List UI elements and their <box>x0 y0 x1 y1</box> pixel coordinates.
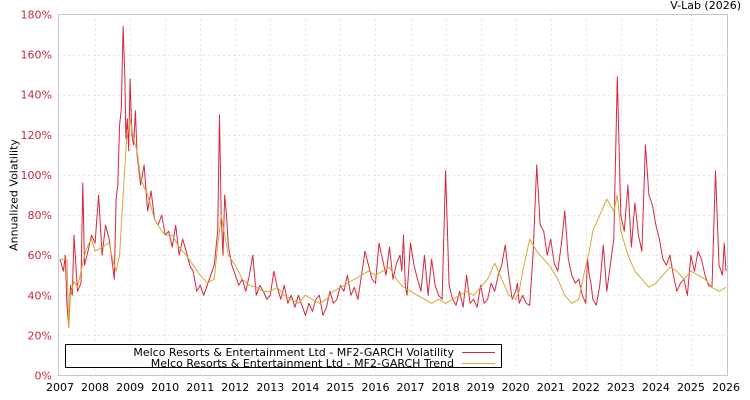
y-tick-label: 180% <box>21 9 52 22</box>
x-tick-label: 2017 <box>397 381 425 394</box>
x-tick-label: 2024 <box>642 381 670 394</box>
legend-label: Melco Resorts & Entertainment Ltd - MF2-… <box>133 345 454 359</box>
legend-swatch-gold-line <box>462 362 495 364</box>
trend-line <box>60 118 727 328</box>
x-tick-label: 2010 <box>151 381 179 394</box>
grid-lines <box>58 14 728 376</box>
source-credit: V-Lab (2026) <box>670 0 741 12</box>
x-tick-label: 2025 <box>677 381 705 394</box>
legend-swatch-red-line <box>462 351 495 353</box>
y-axis-ticks: 0% 20% 40% 60% 80% 100% 120% 140% 160% 180% <box>21 9 52 383</box>
y-tick-label: 160% <box>21 49 52 62</box>
chart-legend: Melco Resorts & Entertainment Ltd - MF2-… <box>65 344 502 370</box>
y-tick-label: 80% <box>28 209 52 222</box>
y-tick-label: 140% <box>21 89 52 102</box>
y-tick-label: 60% <box>28 249 52 262</box>
x-tick-label: 2023 <box>607 381 635 394</box>
x-tick-label: 2012 <box>221 381 249 394</box>
y-tick-label: 0% <box>35 370 52 383</box>
y-axis-label: Annualized Volatility <box>7 139 21 251</box>
x-tick-label: 2007 <box>46 381 74 394</box>
x-tick-label: 2018 <box>432 381 460 394</box>
y-tick-label: 100% <box>21 169 52 182</box>
x-tick-label: 2013 <box>256 381 284 394</box>
x-tick-label: 2019 <box>467 381 495 394</box>
x-axis-ticks: 2007 2008 2009 2010 2011 2012 2013 2014 2015 2016… <box>46 381 740 394</box>
y-tick-label: 120% <box>21 129 52 142</box>
x-tick-label: 2014 <box>291 381 319 394</box>
x-tick-label: 2022 <box>572 381 600 394</box>
y-tick-label: 20% <box>28 329 52 342</box>
x-tick-label: 2016 <box>361 381 389 394</box>
volatility-line <box>59 26 727 328</box>
legend-item-volatility: Melco Resorts & Entertainment Ltd - MF2-… <box>133 345 495 359</box>
legend-label: Melco Resorts & Entertainment Ltd - MF2-… <box>150 356 454 370</box>
x-tick-label: 2008 <box>81 381 109 394</box>
x-tick-label: 2020 <box>502 381 530 394</box>
x-tick-label: 2026 <box>712 381 740 394</box>
x-tick-label: 2009 <box>116 381 144 394</box>
x-tick-label: 2011 <box>186 381 214 394</box>
x-tick-label: 2021 <box>537 381 565 394</box>
legend-item-trend: Melco Resorts & Entertainment Ltd - MF2-… <box>150 356 495 370</box>
y-tick-label: 40% <box>28 289 52 302</box>
x-tick-label: 2015 <box>326 381 354 394</box>
plot-frame <box>58 14 728 376</box>
